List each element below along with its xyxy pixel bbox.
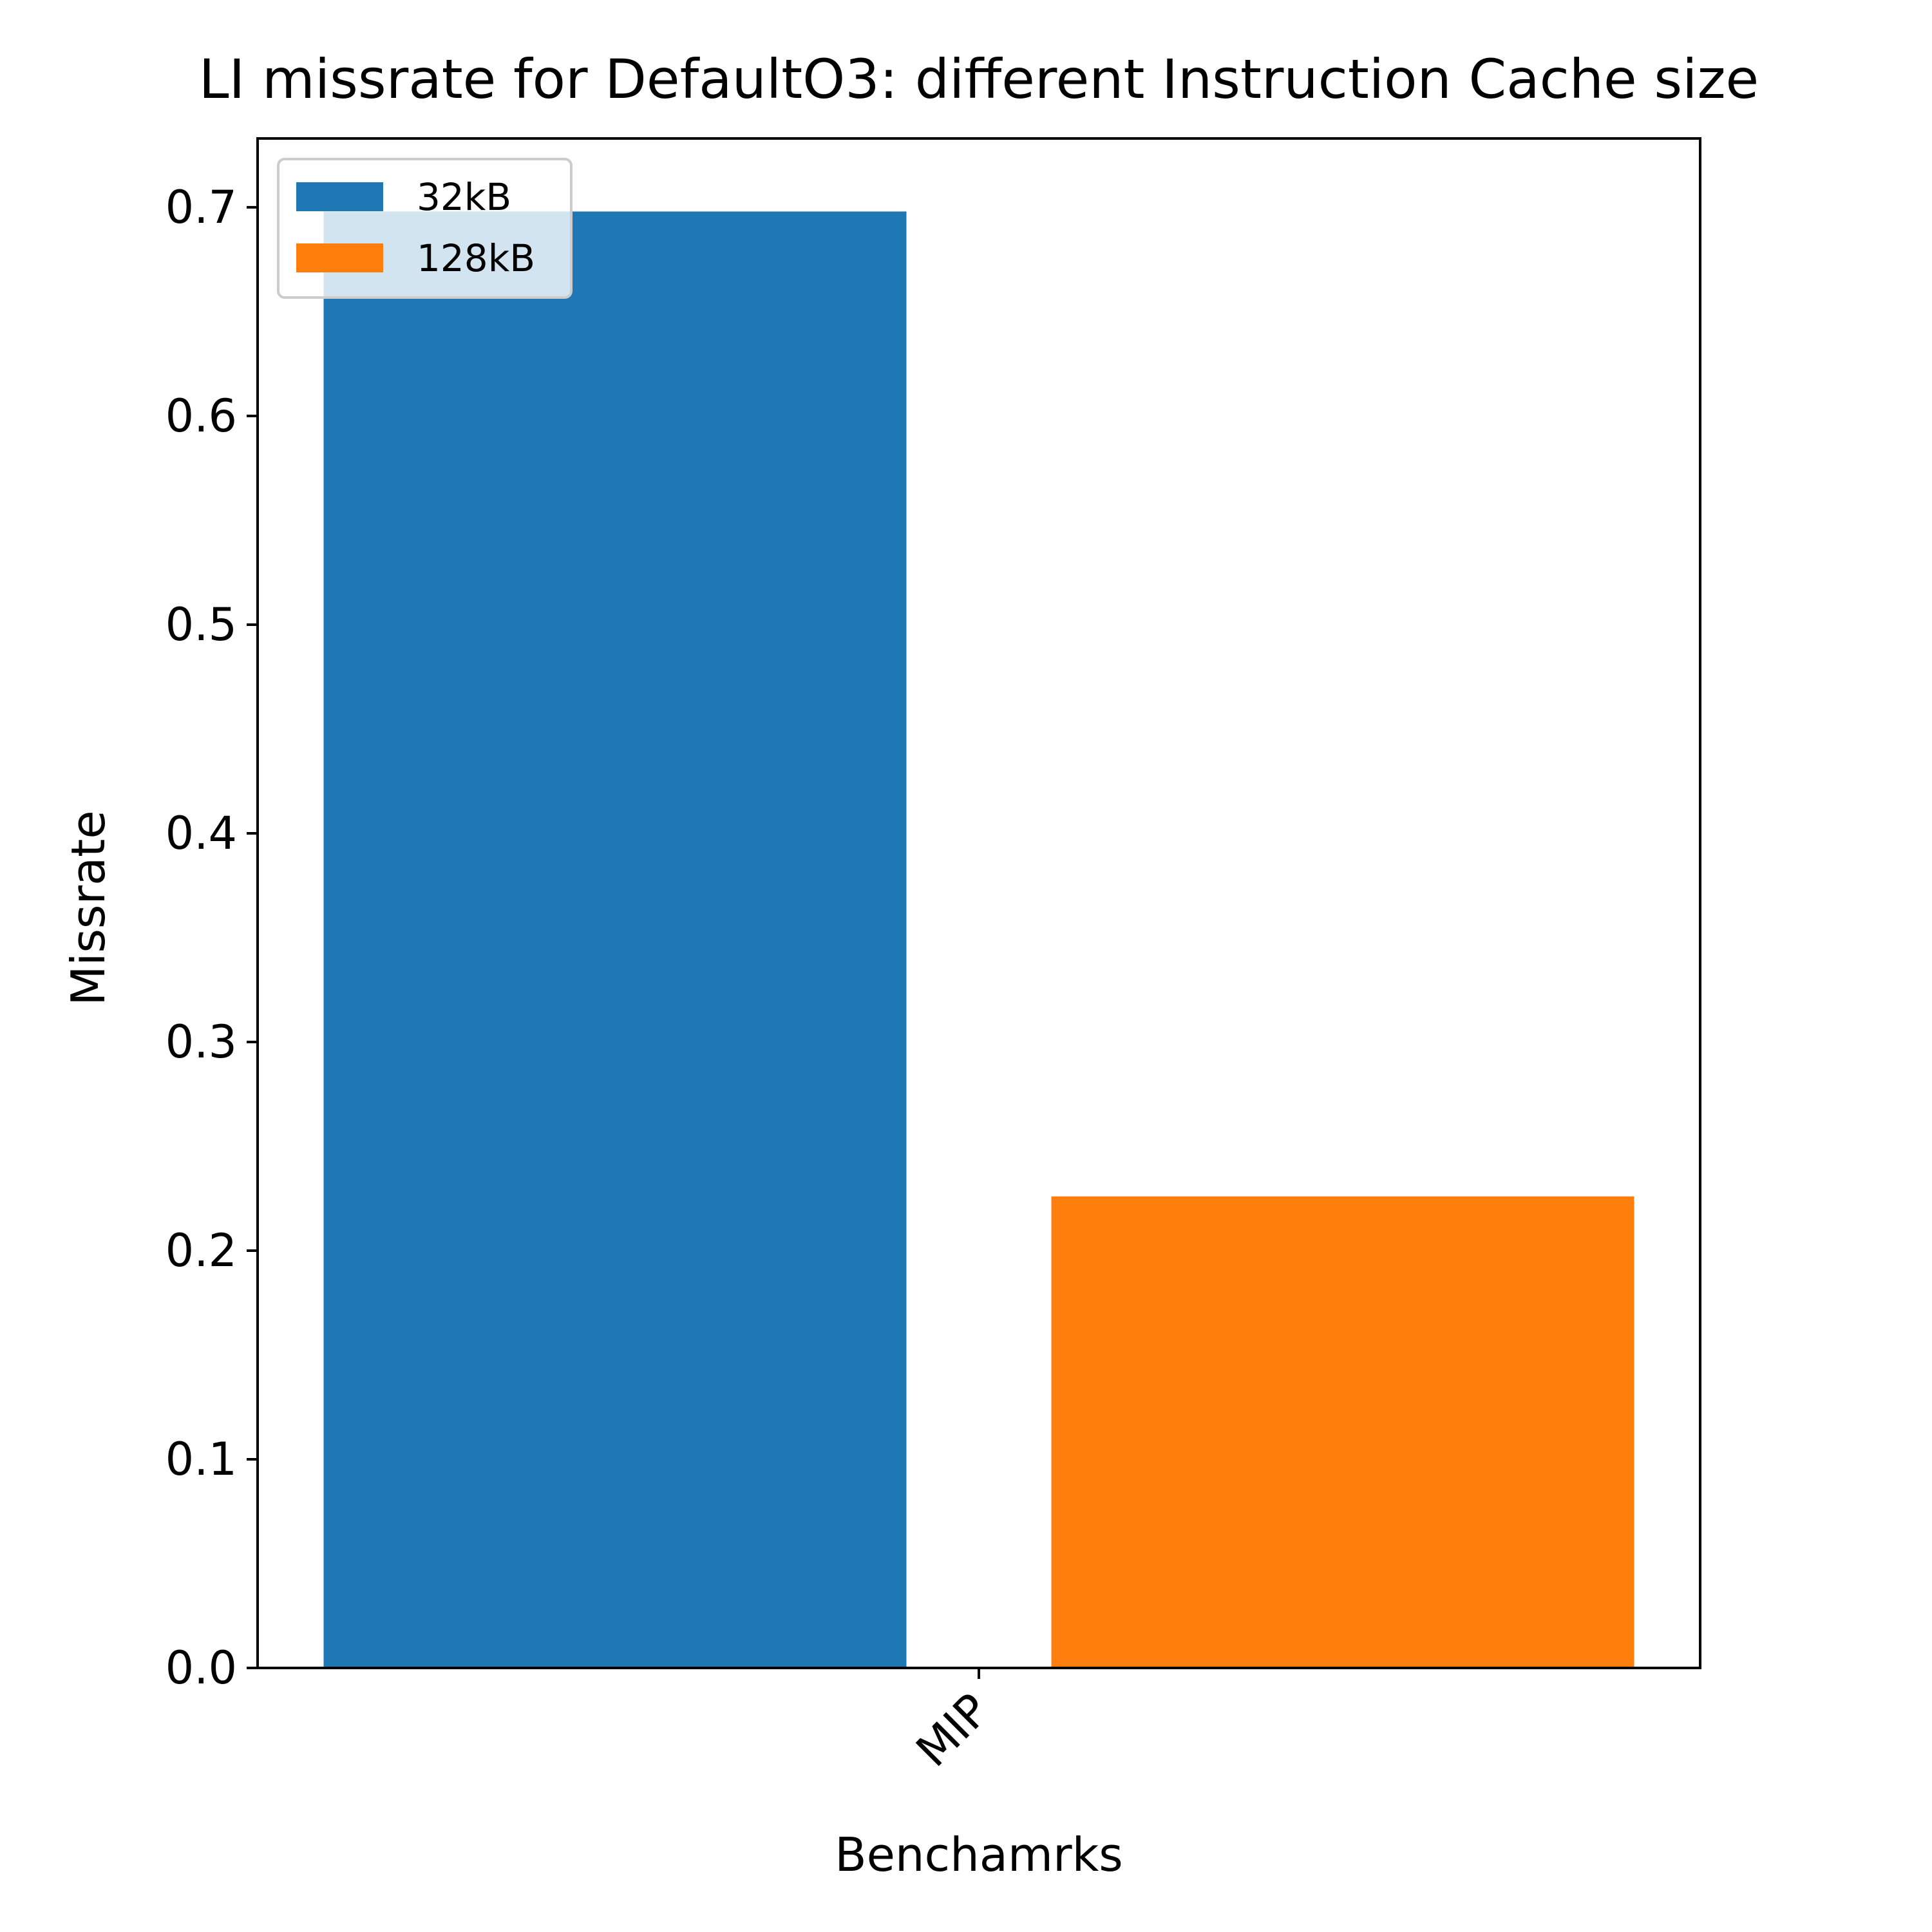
- y-tick-label: 0.4: [166, 807, 237, 860]
- y-tick-label: 0.3: [166, 1016, 237, 1068]
- bar-128kb: [1051, 1196, 1634, 1668]
- legend-label-32kb: 32kB: [417, 175, 511, 219]
- y-tick-label: 0.2: [166, 1224, 237, 1277]
- y-tick-label: 0.6: [166, 390, 237, 442]
- y-tick-label: 0.7: [166, 181, 237, 234]
- legend-swatch-32kb: [296, 182, 383, 211]
- y-tick-label: 0.1: [166, 1433, 237, 1486]
- legend-label-128kb: 128kB: [417, 236, 535, 280]
- x-axis-label: Benchamrks: [835, 1828, 1123, 1882]
- y-tick-label: 0.0: [166, 1642, 237, 1694]
- chart-title: LI missrate for DefaultO3: different Ins…: [199, 48, 1759, 111]
- y-tick-label: 0.5: [166, 598, 237, 651]
- legend-swatch-128kb: [296, 243, 383, 272]
- y-axis-label: Missrate: [61, 810, 115, 1005]
- bar-32kb: [323, 211, 907, 1668]
- x-tick-label: MIP: [906, 1683, 999, 1777]
